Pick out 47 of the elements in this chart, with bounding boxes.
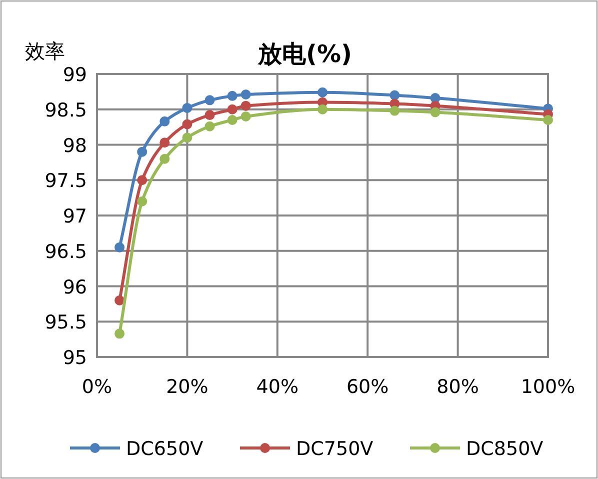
y-tick-label: 98.5 bbox=[44, 99, 87, 122]
point bbox=[240, 111, 251, 122]
point bbox=[204, 121, 215, 132]
point bbox=[318, 87, 328, 98]
point bbox=[318, 104, 328, 114]
x-tick-label: 0% bbox=[82, 376, 112, 398]
point bbox=[160, 138, 170, 148]
y-tick-label: 96 bbox=[62, 276, 87, 298]
legend-label: DC750V bbox=[296, 438, 374, 460]
y-tick-label: 97.5 bbox=[44, 170, 87, 192]
y-tick-label: 95 bbox=[62, 347, 87, 369]
point bbox=[137, 146, 148, 157]
point bbox=[543, 114, 553, 125]
legend-label: DC650V bbox=[126, 438, 204, 460]
x-tick-label: 60% bbox=[346, 376, 389, 398]
y-axis-title: 效率 bbox=[25, 39, 65, 63]
point bbox=[227, 114, 238, 125]
y-tick-label: 96.5 bbox=[44, 240, 87, 263]
point bbox=[160, 116, 170, 126]
point bbox=[137, 175, 148, 186]
point bbox=[204, 95, 215, 106]
point bbox=[137, 196, 148, 206]
x-tick-label: 100% bbox=[520, 376, 576, 398]
point bbox=[204, 110, 215, 120]
point bbox=[182, 102, 192, 113]
point bbox=[114, 328, 125, 339]
y-tick-label: 99 bbox=[62, 64, 87, 86]
point bbox=[227, 90, 238, 101]
point bbox=[430, 107, 440, 118]
point bbox=[227, 104, 238, 114]
point bbox=[240, 100, 251, 111]
point bbox=[240, 90, 251, 100]
point bbox=[182, 119, 192, 130]
x-tick-label: 20% bbox=[166, 376, 208, 398]
point bbox=[114, 242, 125, 252]
point bbox=[114, 295, 125, 306]
point bbox=[390, 106, 400, 116]
y-tick-label: 95.5 bbox=[44, 312, 87, 334]
point bbox=[182, 132, 192, 143]
chart-title: 放电(%) bbox=[257, 40, 352, 68]
point bbox=[390, 90, 400, 100]
x-tick-label: 40% bbox=[256, 376, 299, 398]
y-tick-label: 98 bbox=[62, 134, 87, 157]
point bbox=[160, 154, 170, 164]
x-tick-label: 80% bbox=[436, 376, 479, 398]
y-tick-label: 97 bbox=[62, 206, 87, 228]
legend-label: DC850V bbox=[466, 438, 544, 460]
